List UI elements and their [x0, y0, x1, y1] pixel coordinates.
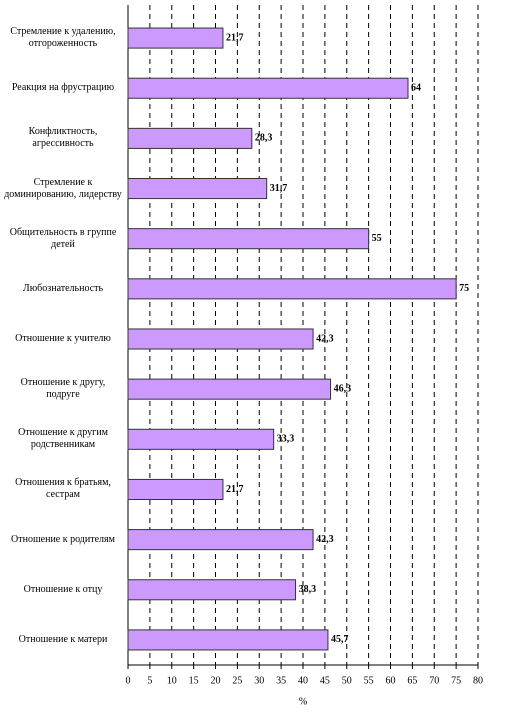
x-tick-label: 65	[407, 675, 417, 686]
bar	[127, 629, 329, 651]
value-label: 33,3	[277, 434, 295, 445]
x-tick-label: 75	[451, 675, 461, 686]
bar	[127, 478, 224, 500]
x-tick-label: 60	[386, 675, 396, 686]
category-label: Конфликтность, агрессивность	[28, 126, 98, 150]
category-label: Отношение к другим родственникам	[18, 427, 108, 451]
x-tick-label: 35	[276, 675, 286, 686]
value-label: 64	[411, 83, 421, 94]
category-label: Отношение к родителям	[11, 533, 115, 545]
value-label: 38,3	[299, 584, 317, 595]
x-tick-label: 10	[167, 675, 177, 686]
value-label: 21,7	[226, 484, 244, 495]
value-label: 55	[372, 233, 382, 244]
x-tick-label: 0	[126, 675, 131, 686]
value-label: 75	[459, 283, 469, 294]
category-label: Стремление к удалению, отгороженность	[10, 26, 116, 50]
x-tick-label: 15	[189, 675, 199, 686]
value-label: 28,3	[255, 133, 273, 144]
bar	[127, 529, 314, 551]
category-label: Стремление к доминированию, лидерству	[4, 176, 122, 200]
category-label: Любознательность	[22, 282, 104, 294]
x-tick-label: 45	[320, 675, 330, 686]
x-tick-label: 55	[364, 675, 374, 686]
category-label: Отношение к матери	[18, 633, 108, 645]
bar	[127, 27, 224, 49]
x-axis-label: %	[299, 696, 307, 707]
value-label: 45,7	[331, 634, 349, 645]
bar	[127, 428, 275, 450]
category-label: Отношение к другу, подруге	[20, 377, 106, 401]
value-label: 42,3	[316, 333, 334, 344]
bar	[127, 178, 268, 200]
bar	[127, 77, 409, 99]
category-label: Отношение к учителю	[15, 333, 111, 344]
value-label: 21,7	[226, 32, 244, 43]
bar	[127, 328, 314, 350]
x-tick-label: 25	[232, 675, 242, 686]
x-tick-label: 30	[254, 675, 264, 686]
value-label: 31,7	[270, 183, 288, 194]
category-label: Отношения к братьям, сестрам	[15, 477, 111, 501]
x-tick-label: 5	[147, 675, 152, 686]
bar	[127, 278, 457, 300]
category-label: Реакция на фрустрацию	[11, 82, 115, 94]
category-label: Отношение к отцу	[23, 583, 103, 595]
x-tick-label: 20	[211, 675, 221, 686]
x-tick-label: 50	[342, 675, 352, 686]
x-tick-label: 70	[429, 675, 439, 686]
bar	[127, 378, 332, 400]
value-label: 42,3	[316, 534, 334, 545]
bar	[127, 228, 370, 250]
x-tick-label: 40	[298, 675, 308, 686]
x-tick-label: 80	[473, 675, 483, 686]
bar	[127, 127, 253, 149]
value-label: 46,3	[334, 383, 352, 394]
bar	[127, 579, 297, 601]
category-label: Общительность в группе детей	[9, 226, 117, 250]
